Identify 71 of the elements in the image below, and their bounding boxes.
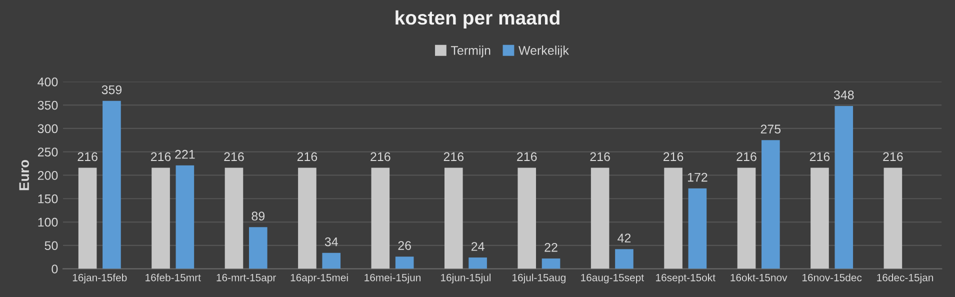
data-label: 22 xyxy=(544,243,558,252)
data-label: 216 xyxy=(150,152,171,162)
data-label: 216 xyxy=(444,152,464,162)
data-label: 275 xyxy=(760,124,781,134)
y-tick-label: 100 xyxy=(38,218,58,227)
x-tick-label: 16nov-15dec xyxy=(802,274,862,282)
bar xyxy=(249,227,268,269)
y-tick-label: 250 xyxy=(38,148,58,156)
y-tick-label: 150 xyxy=(38,194,58,204)
data-label: 221 xyxy=(175,150,195,159)
x-tick-label: 16dec-15jan xyxy=(877,274,934,284)
bar xyxy=(468,258,487,269)
x-tick-label: 16mei-15jun xyxy=(364,274,420,284)
x-tick-label: 16sept-15okt xyxy=(656,274,716,284)
bar xyxy=(688,188,707,269)
data-label: 216 xyxy=(663,152,684,162)
bar xyxy=(615,249,634,269)
data-label: 348 xyxy=(834,90,854,100)
legend-label: Termijn xyxy=(450,46,490,58)
bar xyxy=(298,168,316,269)
data-label: 172 xyxy=(688,172,708,182)
chart-title: kosten per maand xyxy=(396,10,560,29)
x-tick-label: 16aug-15sept xyxy=(581,274,644,284)
bar xyxy=(810,168,829,269)
y-tick-label: 400 xyxy=(38,77,58,86)
y-axis-title: Euro xyxy=(19,160,30,190)
legend-label: Werkelijk xyxy=(518,46,569,58)
bar xyxy=(152,168,170,269)
x-tick-label: 16-mrt-15apr xyxy=(216,274,276,284)
bar xyxy=(176,165,194,269)
data-label: 216 xyxy=(224,152,244,162)
data-label: 34 xyxy=(324,237,338,246)
data-label: 216 xyxy=(297,152,318,162)
bar xyxy=(542,258,560,269)
y-tick-label: 200 xyxy=(38,171,58,180)
data-label: 24 xyxy=(471,242,484,251)
x-tick-label: 16feb-15mrt xyxy=(146,274,201,282)
data-label: 89 xyxy=(252,212,265,221)
x-tick-label: 16jul-15aug xyxy=(512,274,566,284)
data-label: 216 xyxy=(78,152,98,162)
y-tick-label: 350 xyxy=(38,100,58,110)
bar xyxy=(371,168,390,269)
bar xyxy=(444,168,463,269)
bar xyxy=(518,168,536,269)
x-tick-label: 16okt-15nov xyxy=(730,274,788,282)
y-tick-label: 50 xyxy=(44,241,58,250)
data-label: 26 xyxy=(398,241,411,250)
data-label: 216 xyxy=(517,152,537,162)
data-label: 216 xyxy=(736,152,756,162)
y-tick-label: 300 xyxy=(38,124,58,134)
bar xyxy=(664,168,682,269)
y-tick-label: 0 xyxy=(52,264,58,274)
data-label: 359 xyxy=(102,85,122,94)
bar xyxy=(884,168,902,269)
bar xyxy=(590,168,610,269)
x-tick-label: 16jan-15feb xyxy=(72,274,127,284)
bar xyxy=(322,252,341,269)
x-tick-label: 16jun-15jul xyxy=(441,274,491,284)
x-tick-label: 16apr-15mei xyxy=(290,274,348,284)
bar xyxy=(102,100,121,269)
data-label: 216 xyxy=(810,152,830,162)
data-label: 42 xyxy=(618,234,631,242)
data-label: 216 xyxy=(883,152,903,162)
data-label: 216 xyxy=(590,152,610,162)
bar xyxy=(224,168,244,269)
data-label: 216 xyxy=(370,152,390,162)
bar xyxy=(78,168,97,269)
bar xyxy=(834,106,854,269)
bar xyxy=(395,256,414,269)
bar xyxy=(737,168,756,269)
bar xyxy=(762,140,780,269)
